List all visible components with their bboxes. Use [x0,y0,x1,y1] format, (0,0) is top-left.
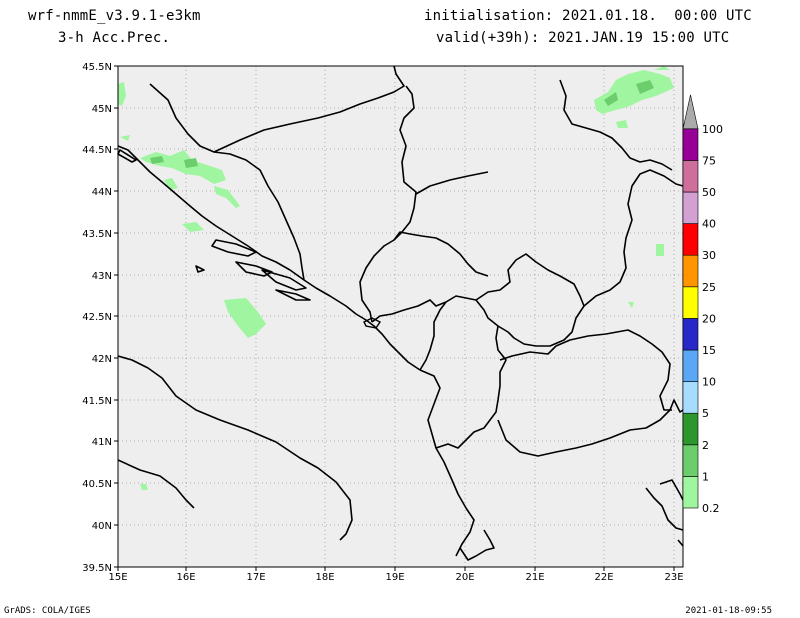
precip-areas-moderate [150,80,654,168]
colorbar-swatch [682,444,699,477]
colorbar-label: 0.2 [702,502,720,515]
lat-label: 43N [92,271,112,282]
lat-label: 40N [92,521,112,532]
lon-label: 20E [455,572,474,583]
footer-timestamp: 2021-01-18-09:55 [685,606,772,616]
footer-credit: GrADS: COLA/IGES [4,606,91,616]
lat-label: 39.5N [82,563,112,574]
lat-label: 44N [92,187,112,198]
model-title: wrf-nmmE_v3.9.1-e3km [28,8,201,24]
borders-coastlines [117,65,684,561]
map-background [118,66,683,567]
colorbar-label: 25 [702,281,716,294]
colorbar-swatch [682,412,699,446]
colorbar-label: 15 [702,344,716,357]
colorbar-swatch [682,318,699,351]
lake-shape [363,317,382,329]
colorbar-label: 10 [702,376,716,389]
initialisation-time: initialisation: 2021.01.18. 00:00 UTC [424,8,752,24]
colorbar-label: 2 [702,439,709,452]
colorbar-swatch [682,286,699,319]
lat-label: 45N [92,104,112,115]
lat-label: 42N [92,354,112,365]
lon-label: 16E [176,572,195,583]
colorbar-label: 5 [702,407,709,420]
colorbar-label: 100 [702,123,723,136]
lat-label: 41N [92,437,112,448]
lon-label: 19E [385,572,404,583]
colorbar-swatch [682,381,699,414]
lon-label: 18E [315,572,334,583]
colorbar-swatch [682,191,699,224]
lon-label: 23E [664,572,683,583]
colorbar-label: 1 [702,470,709,483]
colorbar-swatch [682,223,699,256]
colorbar-label: 40 [702,218,716,231]
field-title: 3-h Acc.Prec. [58,30,171,46]
lat-label: 44.5N [82,145,112,156]
lon-label: 15E [108,572,127,583]
lat-label: 45.5N [82,62,112,73]
lon-label: 17E [246,572,265,583]
lat-label: 43.5N [82,229,112,240]
colorbar-label: 20 [702,312,716,325]
lon-label: 21E [525,572,544,583]
colorbar-swatch [682,254,699,288]
lat-label: 40.5N [82,479,112,490]
lon-labels: 15E 16E 17E 18E 19E 20E 21E 22E 23E [108,572,683,583]
lat-label: 42.5N [82,312,112,323]
colorbar-swatch [682,160,699,193]
colorbar-swatch [682,476,699,509]
colorbar-label: 75 [702,154,716,167]
lon-label: 22E [594,572,613,583]
colorbar-label: 30 [702,249,716,262]
colorbar-label: 50 [702,186,716,199]
axis-ticks [114,65,675,571]
lat-label: 41.5N [82,396,112,407]
valid-time: valid(+39h): 2021.JAN.19 15:00 UTC [436,30,730,46]
colorbar-top-arrow [682,94,699,130]
lat-labels: 45.5N 45N 44.5N 44N 43.5N 43N 42.5N 42N … [82,62,112,574]
colorbar-swatch [682,349,699,382]
colorbar-swatch [682,128,699,161]
